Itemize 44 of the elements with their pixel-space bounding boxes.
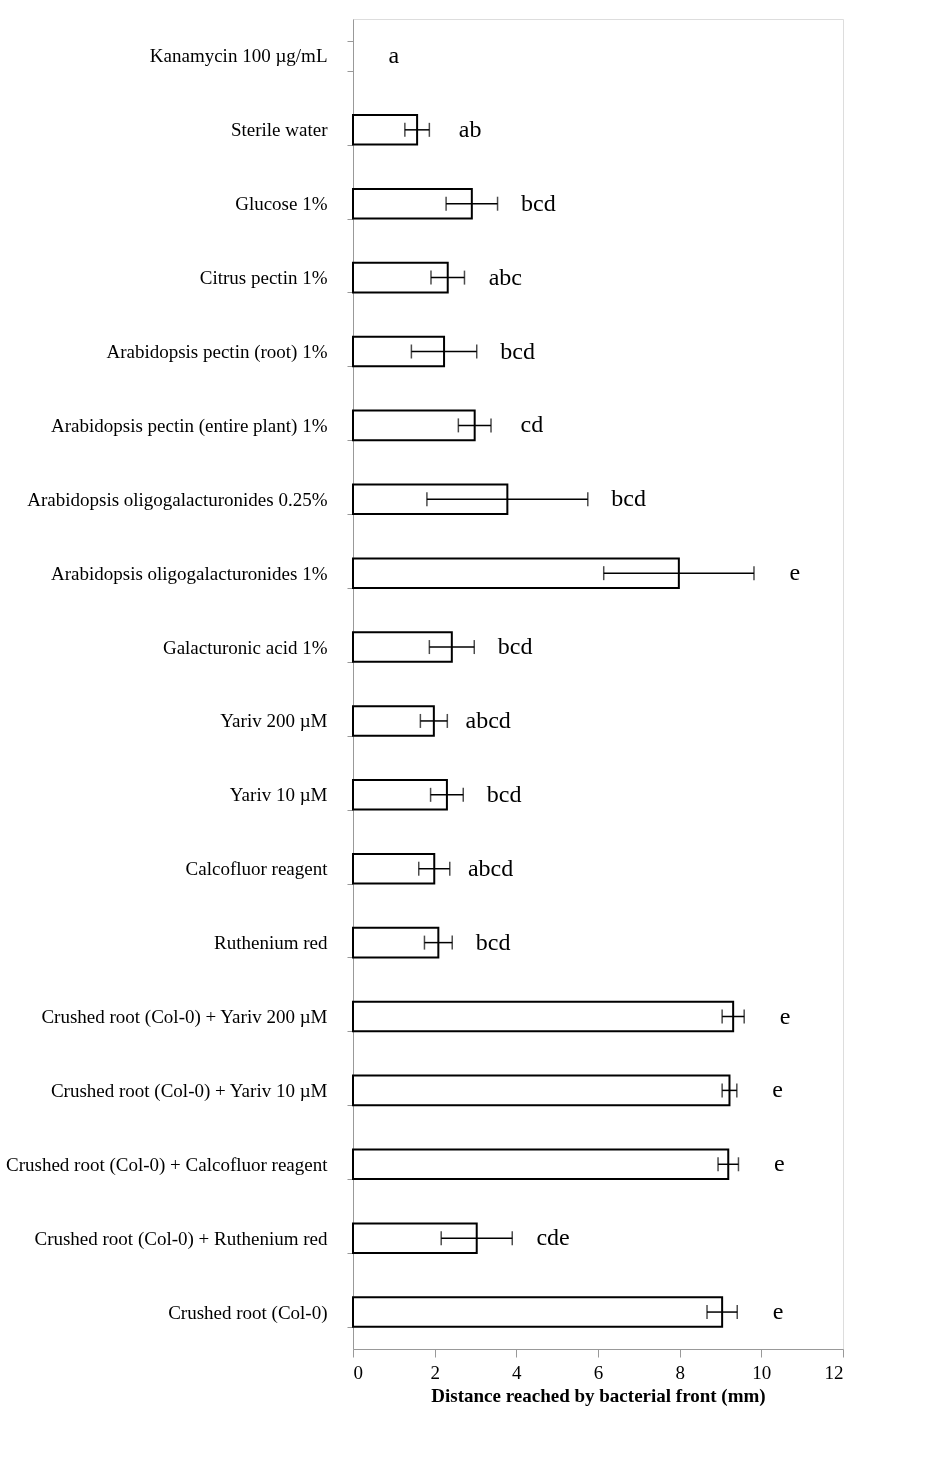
annotation: bcd	[497, 633, 533, 660]
annotation: abc	[488, 263, 522, 290]
y-tick-label: Crushed root (Col-0)	[168, 1301, 328, 1324]
y-tick-label: Arabidopsis oligogalacturonides 1%	[50, 562, 328, 584]
y-tick-label: Sterile water	[230, 119, 329, 141]
annotation: e	[772, 1076, 783, 1103]
annotation: e	[772, 1298, 784, 1325]
x-tick-label: 4	[512, 1361, 523, 1383]
y-tick-label: Crushed root (Col-0) + Calcofluor reagent	[6, 1153, 329, 1176]
y-tick-label: Glucose 1%	[235, 193, 328, 215]
y-tick-label: Kanamycin 100 µg/mL	[149, 45, 328, 67]
annotation: bcd	[486, 780, 522, 807]
annotation: cd	[520, 411, 544, 438]
annotation: abcd	[465, 706, 511, 733]
annotation: ab	[458, 115, 482, 142]
x-tick-label: 6	[593, 1361, 604, 1383]
annotation: e	[779, 1002, 791, 1029]
annotation: e	[773, 1150, 785, 1177]
y-tick-label: Crushed root (Col-0) + Ruthenium red	[34, 1227, 328, 1250]
annotation: bcd	[521, 189, 556, 216]
annotation: cde	[536, 1224, 570, 1251]
y-tick-label: Yariv 200 µM	[220, 710, 328, 732]
annotation: abcd	[467, 854, 514, 881]
x-tick-label: 0	[353, 1361, 363, 1383]
x-axis-title: Distance reached by bacterial front (mm)	[431, 1384, 766, 1407]
y-tick-label: Arabidopsis oligogalacturonides 0.25%	[27, 488, 328, 510]
y-tick-label: Galacturonic acid 1%	[162, 636, 328, 658]
y-tick-label: Citrus pectin 1%	[199, 267, 328, 289]
x-tick-label: 8	[675, 1361, 685, 1383]
x-tick-label: 2	[430, 1361, 440, 1383]
y-tick-label: Crushed root (Col-0) + Yariv 10 µM	[50, 1079, 328, 1102]
x-tick-label: 10	[752, 1361, 772, 1383]
y-tick-label: Arabidopsis pectin (root) 1%	[106, 341, 328, 363]
y-tick-label: Ruthenium red	[214, 932, 328, 954]
annotation: e	[789, 559, 801, 586]
annotation: bcd	[611, 485, 646, 512]
y-tick-label: Crushed root (Col-0) + Yariv 200 µM	[41, 1006, 328, 1028]
y-tick-label: Arabidopsis pectin (entire plant) 1%	[51, 414, 328, 437]
annotation: bcd	[475, 928, 511, 955]
y-tick-label: Calcofluor reagent	[185, 858, 329, 880]
annotation: a	[388, 41, 400, 68]
x-tick-label: 12	[824, 1361, 844, 1383]
annotation: bcd	[500, 337, 535, 364]
y-tick-label: Yariv 10 µM	[229, 784, 328, 806]
